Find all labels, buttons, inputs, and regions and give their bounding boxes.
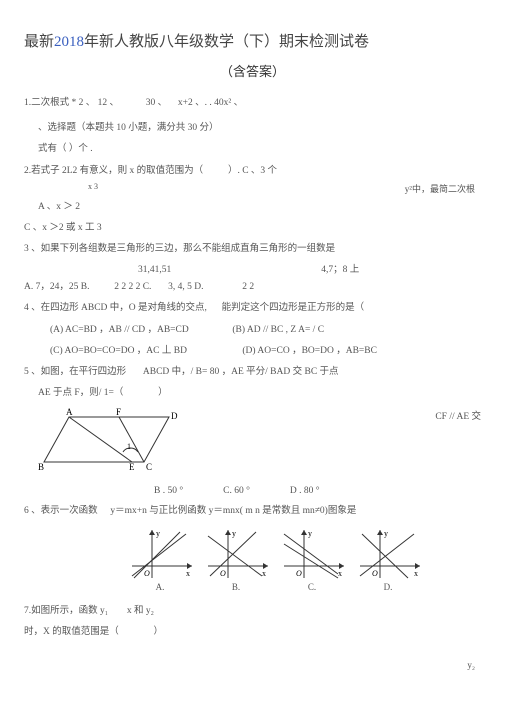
optB: B . 50 ° bbox=[154, 486, 183, 496]
q5e: ） bbox=[158, 388, 168, 398]
parallelogram-figure: A F D B E C 1 bbox=[24, 407, 481, 480]
lblB: B bbox=[38, 462, 44, 472]
svg-text:x: x bbox=[338, 569, 342, 578]
q4D: (D) AO=CO ，BO=DO ，AB=BC bbox=[242, 346, 377, 356]
svg-text:x: x bbox=[262, 569, 266, 578]
select-header2: 式有（ ）个 . bbox=[24, 142, 481, 157]
q7: 7.如图所示，函数 y₁ x 和 y₂ bbox=[24, 604, 481, 619]
q7a: 7.如图所示，函数 y₁ bbox=[24, 606, 108, 616]
optC: C. 60 ° bbox=[223, 486, 250, 496]
graph-c: y x O bbox=[276, 526, 348, 582]
q2b: ）. C 、3 个 bbox=[228, 166, 277, 176]
svg-text:O: O bbox=[144, 569, 150, 578]
svg-text:y: y bbox=[384, 529, 388, 538]
lbl1: 1 bbox=[127, 442, 131, 451]
gD: D. bbox=[352, 582, 424, 592]
q6b: y＝mx+n 与正比例函数 y＝mnx( m n 是常数且 mn≠0)图象是 bbox=[110, 506, 356, 516]
q4B: (B) AD // BC , Z A= / C bbox=[232, 325, 324, 335]
q5: 5 、如图，在平行四边形 ABCD 中，/ B= 80 ，AE 平分/ BAD … bbox=[24, 365, 481, 380]
lblC: C bbox=[146, 462, 152, 472]
q2: 2.若式子 2L2 有意义，則 x 的取值范围为（ ）. C 、3 个 bbox=[24, 164, 481, 179]
q3d: 3, 4, 5 D. bbox=[168, 282, 203, 292]
svg-text:O: O bbox=[220, 569, 226, 578]
graph-a: y x O bbox=[124, 526, 196, 582]
q6a: 6 、表示一次函数 bbox=[24, 506, 98, 516]
q4: 4 、在四边形 ABCD 中，O 是对角线的交点, 能判定这个四边形是正方形的是… bbox=[24, 301, 481, 316]
gB: B. bbox=[200, 582, 272, 592]
q2C: C 、x ＞2 或 x 工 3 bbox=[24, 221, 481, 236]
q5b: ABCD 中，/ B= 80 ，AE 平分/ BAD 交 BC 于点 bbox=[143, 367, 339, 377]
graphs-labels: A. B. C. D. bbox=[124, 582, 481, 592]
q3a: A. 7，24，25 B. bbox=[24, 282, 89, 292]
q4b: 能判定这个四边形是正方形的是（ bbox=[222, 303, 365, 313]
q5d: AE 于点 F，则/ 1=（ ） bbox=[24, 386, 481, 401]
y2-margin: y²中，最简二次根 bbox=[405, 182, 475, 195]
q7c: 时，X 的取值范围是（ ） bbox=[24, 625, 481, 640]
svg-text:y: y bbox=[308, 529, 312, 538]
q5a: 5 、如图，在平行四边形 bbox=[24, 367, 126, 377]
q3e: 4,7；8 上 bbox=[321, 263, 359, 278]
q3-opts: A. 7，24，25 B. 2 2 2 2 C. 3, 4, 5 D. 2 2 bbox=[24, 280, 481, 295]
q6: 6 、表示一次函数 y＝mx+n 与正比例函数 y＝mnx( m n 是常数且 … bbox=[24, 504, 481, 519]
svg-text:x: x bbox=[414, 569, 418, 578]
graph-d: y x O bbox=[352, 526, 424, 582]
q1d: 中，最简二次根 bbox=[412, 184, 475, 194]
q3: 3 、如果下列各组数是三角形的三边，那么不能组成直角三角形的一组数是 bbox=[24, 242, 481, 257]
svg-text:y: y bbox=[156, 529, 160, 538]
lblF: F bbox=[116, 407, 121, 417]
svg-text:O: O bbox=[372, 569, 378, 578]
q4C: (C) AO=BO=CO=DO ，AC 丄 BD bbox=[50, 344, 240, 359]
q1a: 1.二次根式 * 2 、 12 、 bbox=[24, 98, 119, 108]
t1a: 最新 bbox=[24, 34, 54, 50]
lblA: A bbox=[66, 407, 73, 417]
q4a: 4 、在四边形 ABCD 中，O 是对角线的交点, bbox=[24, 303, 207, 313]
q3a2: 2 2 2 bbox=[114, 282, 133, 292]
optD: D . 80 ° bbox=[290, 486, 320, 496]
q7c1: 时，X 的取值范围是（ bbox=[24, 627, 119, 637]
q5d1: AE 于点 F，则/ 1=（ bbox=[38, 388, 123, 398]
y2t: y² bbox=[405, 184, 412, 194]
q1b: 30 、 bbox=[146, 98, 167, 108]
graph-b: y x O bbox=[200, 526, 272, 582]
q3c: 2 C. bbox=[136, 282, 152, 292]
parallelogram-svg: A F D B E C 1 bbox=[24, 407, 194, 477]
q1: 1.二次根式 * 2 、 12 、 30 、 x+2 、. . 40x² 、 bbox=[24, 96, 481, 111]
gA: A. bbox=[124, 582, 196, 592]
q2a1: 2.若式子 2L2 有意义，則 x 的取值范围为（ bbox=[24, 166, 203, 176]
gC: C. bbox=[276, 582, 348, 592]
q4-row2: (C) AO=BO=CO=DO ，AC 丄 BD (D) AO=CO ，BO=D… bbox=[24, 344, 481, 359]
q3e2: 2 2 bbox=[242, 282, 254, 292]
q5-options: B . 50 ° C. 60 ° D . 80 ° bbox=[154, 486, 481, 496]
svg-text:y: y bbox=[232, 529, 236, 538]
graphs-row: y x O y x O y x O y x O bbox=[124, 526, 481, 582]
q1c: x+2 、. . 40x² 、 bbox=[178, 98, 243, 108]
lblE: E bbox=[129, 462, 135, 472]
q4-row1: (A) AC=BD ，AB // CD ，AB=CD (B) AD // BC … bbox=[24, 323, 481, 338]
q3-frac-row: 31,41,51 4,7；8 上 bbox=[138, 263, 481, 278]
q3f: 31,41,51 bbox=[138, 263, 171, 278]
title-line2: （含答案） bbox=[24, 61, 481, 80]
q7b: x 和 y₂ bbox=[127, 606, 154, 616]
y2-margin2: y₂ bbox=[467, 660, 475, 670]
q2A: A 、x ＞ 2 bbox=[24, 200, 481, 215]
svg-text:x: x bbox=[186, 569, 190, 578]
select-header: 、选择题（本题共 10 小题，满分共 30 分） bbox=[24, 121, 481, 136]
t1b: 2018 bbox=[54, 34, 84, 50]
q4A: (A) AC=BD ，AB // CD ，AB=CD bbox=[50, 323, 230, 338]
lblD: D bbox=[171, 411, 178, 421]
title-line1: 最新2018年新人教版八年级数学（下）期末检测试卷 bbox=[24, 30, 481, 51]
svg-text:O: O bbox=[296, 569, 302, 578]
q7d: ） bbox=[154, 627, 164, 637]
q5-cf: CF // AE 交 bbox=[435, 408, 481, 422]
t1c: 年新人教版八年级数学（下）期末检测试卷 bbox=[84, 34, 369, 50]
